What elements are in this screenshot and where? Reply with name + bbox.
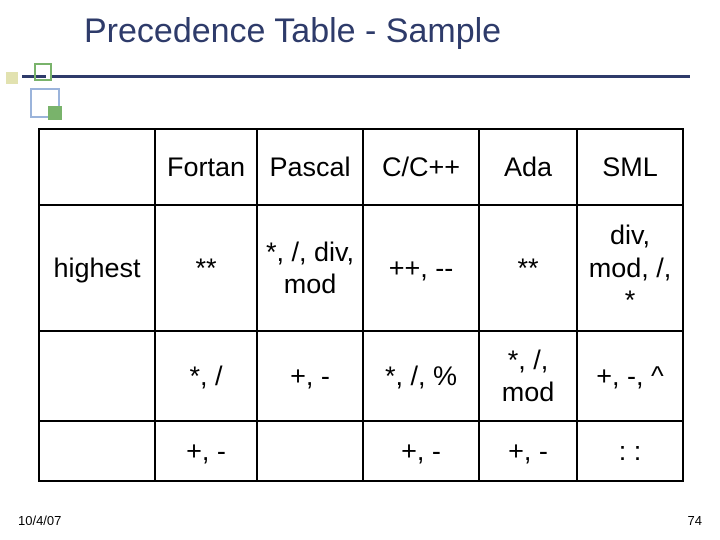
column-header: C/C++	[363, 129, 479, 205]
cell: *, /, mod	[479, 331, 577, 421]
cell: +, -	[479, 421, 577, 481]
decor-square-icon	[48, 106, 62, 120]
cell: *, /	[155, 331, 257, 421]
row-label	[39, 331, 155, 421]
cell: **	[479, 205, 577, 331]
title-underline	[50, 75, 690, 78]
footer-date: 10/4/07	[18, 513, 61, 528]
cell: +, -	[257, 331, 363, 421]
cell: : :	[577, 421, 683, 481]
table: Fortan Pascal C/C++ Ada SML highest ** *…	[38, 128, 684, 482]
column-header	[39, 129, 155, 205]
cell: **	[155, 205, 257, 331]
column-header: SML	[577, 129, 683, 205]
cell: +, -, ^	[577, 331, 683, 421]
table-row: Fortan Pascal C/C++ Ada SML	[39, 129, 683, 205]
row-label	[39, 421, 155, 481]
row-label: highest	[39, 205, 155, 331]
footer-page-number: 74	[688, 513, 702, 528]
cell: ++, --	[363, 205, 479, 331]
column-header: Fortan	[155, 129, 257, 205]
cell: +, -	[363, 421, 479, 481]
page-title: Precedence Table - Sample	[84, 12, 501, 51]
slide: Precedence Table - Sample Fortan Pascal …	[0, 0, 720, 540]
cell	[257, 421, 363, 481]
column-header: Ada	[479, 129, 577, 205]
table-row: *, / +, - *, /, % *, /, mod +, -, ^	[39, 331, 683, 421]
precedence-table: Fortan Pascal C/C++ Ada SML highest ** *…	[38, 128, 682, 482]
column-header: Pascal	[257, 129, 363, 205]
cell: +, -	[155, 421, 257, 481]
cell: *, /, div, mod	[257, 205, 363, 331]
table-row: +, - +, - +, - : :	[39, 421, 683, 481]
table-row: highest ** *, /, div, mod ++, -- ** div,…	[39, 205, 683, 331]
decor-square-icon	[34, 63, 52, 81]
decor-square-icon	[6, 72, 18, 84]
title-area: Precedence Table - Sample	[0, 0, 720, 78]
cell: div, mod, /, *	[577, 205, 683, 331]
cell: *, /, %	[363, 331, 479, 421]
